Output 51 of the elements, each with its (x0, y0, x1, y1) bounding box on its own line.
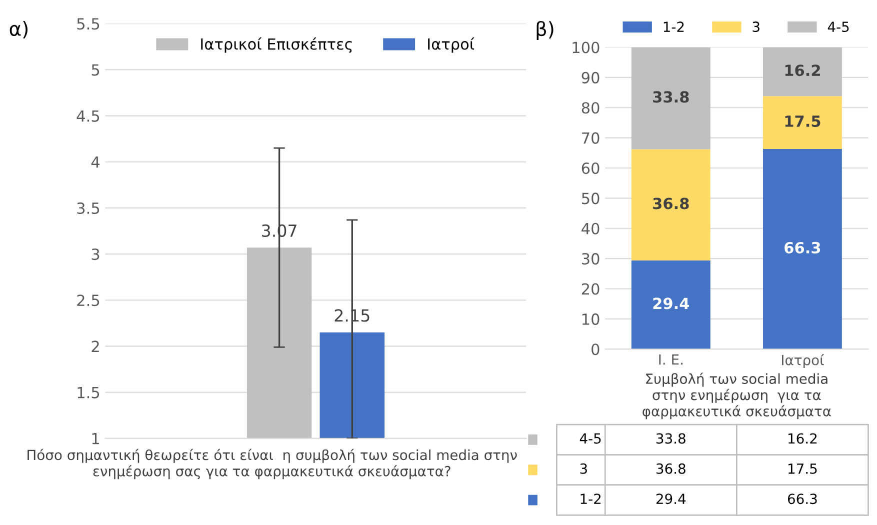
data-label: 17.5 (785, 116, 820, 127)
y-tick-label: 3 (92, 248, 100, 260)
y-tick-label: 1 (92, 433, 99, 444)
y-tick-label: 100 (572, 42, 600, 54)
y-tick-label: 40 (582, 222, 600, 234)
x-axis-title: Συμβολή των social media στην ενημέρωση για τα φαρμακευτικά σκευάσματα (642, 372, 831, 420)
bar (631, 149, 710, 260)
text: 29.4 (656, 494, 686, 504)
y-tick-label: 5.5 (77, 18, 100, 30)
text: α) (10, 21, 28, 38)
text: 16.2 (788, 433, 817, 444)
text: 66.3 (788, 494, 817, 504)
data-label: 29.4 (653, 298, 690, 310)
bar (762, 96, 842, 149)
x-axis-title: Πόσο σημαντική θεωρείτε ότι είναι η συμβολή των social media στην ενημέρωση σας για τα φαρμακευτικά σκευάσματα? (28, 448, 517, 480)
y-tick-label: 90 (582, 72, 600, 84)
bar (631, 260, 710, 350)
data-label: 16.2 (785, 64, 820, 76)
legend-label: Ιατρικοί Επισκέπτες (201, 37, 352, 53)
y-tick-label: 2.5 (77, 294, 100, 306)
bar (762, 148, 842, 350)
text: β) (536, 21, 554, 40)
y-tick-label: 30 (582, 253, 600, 265)
text: 4-5 (580, 433, 601, 444)
y-tick-label: 80 (582, 102, 600, 114)
text: 17.5 (788, 464, 817, 474)
y-tick-label: 1.5 (78, 386, 100, 398)
y-tick-label: 20 (582, 283, 600, 295)
y-tick-label: 0 (592, 344, 600, 356)
legend-label: Ιατροί (428, 37, 474, 53)
legend-label: 4-5 (828, 22, 849, 32)
y-tick-label: 50 (582, 192, 600, 204)
legend-label: 3 (752, 22, 760, 32)
data-label: 66.3 (784, 242, 820, 254)
x-tick-label: Ι. Ε. (659, 354, 682, 365)
text: 33.8 (656, 433, 686, 444)
legend-label: 1-2 (664, 22, 684, 32)
text: 36.8 (656, 463, 686, 474)
data-label: 36.8 (653, 198, 689, 210)
y-tick-label: 5 (92, 64, 100, 76)
y-tick-label: 2 (92, 340, 99, 352)
bar (762, 47, 842, 96)
y-tick-label: 4 (91, 156, 100, 168)
y-tick-label: 70 (582, 132, 600, 144)
data-label: 33.8 (653, 91, 689, 103)
y-tick-label: 10 (582, 313, 600, 325)
text: 1-2 (580, 494, 601, 504)
bar (631, 47, 710, 150)
y-tick-label: 60 (582, 162, 600, 174)
y-tick-label: 4.5 (76, 110, 100, 122)
y-tick-label: 3.5 (77, 202, 100, 214)
